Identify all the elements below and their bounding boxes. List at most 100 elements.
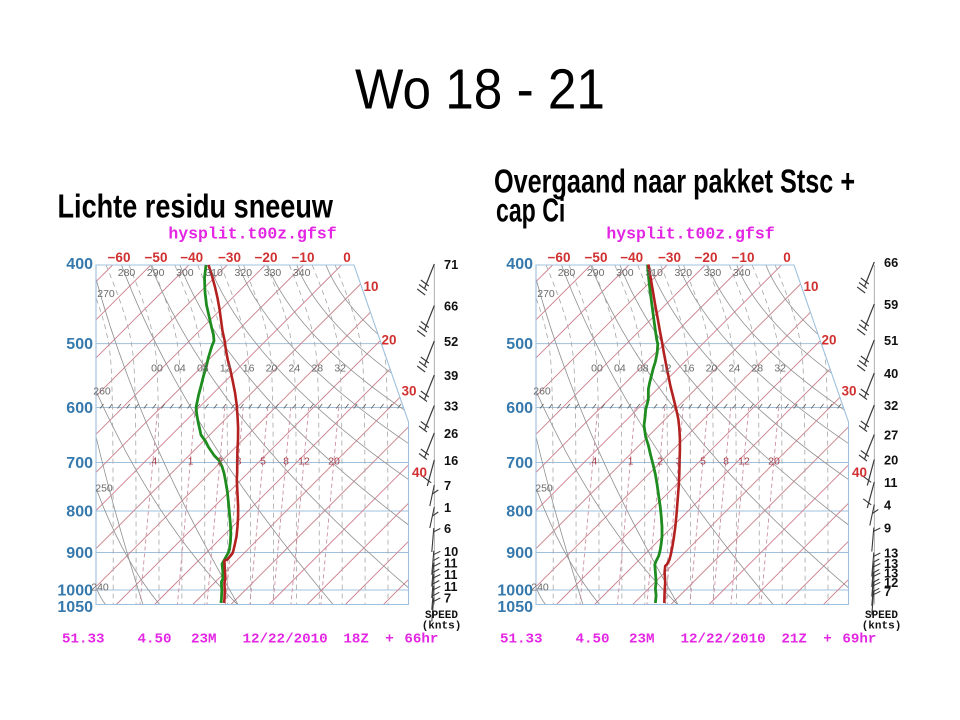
svg-text:16: 16	[243, 363, 255, 375]
svg-text:26: 26	[444, 426, 458, 441]
svg-text:250: 250	[535, 483, 553, 495]
svg-text:260: 260	[533, 386, 551, 398]
svg-text:66: 66	[444, 299, 458, 314]
svg-text:280: 280	[558, 267, 576, 279]
svg-text:1000: 1000	[497, 583, 533, 600]
svg-text:5: 5	[700, 456, 706, 468]
svg-text:20: 20	[884, 453, 898, 468]
svg-text:240: 240	[91, 582, 109, 594]
svg-text:28: 28	[311, 363, 323, 375]
svg-text:52: 52	[444, 334, 458, 349]
svg-text:20: 20	[821, 333, 836, 348]
svg-text:30: 30	[841, 384, 856, 399]
svg-text:hysplit.t00z.gfsf: hysplit.t00z.gfsf	[606, 225, 774, 244]
svg-text:.4: .4	[589, 456, 598, 468]
svg-text:260: 260	[93, 386, 111, 398]
svg-text:−30: −30	[218, 250, 241, 265]
svg-text:7: 7	[444, 478, 451, 493]
svg-text:04: 04	[174, 363, 186, 375]
svg-text:−60: −60	[108, 250, 131, 265]
svg-text:40: 40	[852, 465, 867, 480]
svg-text:59: 59	[884, 297, 898, 312]
svg-text:(knts): (knts)	[422, 621, 462, 633]
svg-text:300: 300	[616, 267, 634, 279]
svg-text:7: 7	[884, 584, 891, 599]
svg-text:400: 400	[506, 256, 533, 273]
svg-text:13: 13	[884, 556, 898, 571]
svg-text:08: 08	[637, 363, 649, 375]
svg-text:−20: −20	[695, 250, 718, 265]
svg-text:4: 4	[884, 498, 892, 513]
svg-text:51.33: 51.33	[500, 632, 543, 648]
svg-text:−50: −50	[145, 250, 168, 265]
svg-text:69hr: 69hr	[842, 632, 876, 648]
svg-text:40: 40	[884, 366, 898, 381]
svg-text:20: 20	[706, 363, 718, 375]
svg-text:0: 0	[343, 250, 351, 265]
svg-text:1050: 1050	[57, 599, 93, 616]
svg-text:13: 13	[884, 546, 898, 561]
svg-text:.4: .4	[149, 456, 158, 468]
svg-text:66: 66	[884, 255, 898, 270]
svg-text:1000: 1000	[57, 583, 93, 600]
svg-text:330: 330	[704, 267, 722, 279]
svg-text:800: 800	[66, 504, 93, 521]
svg-text:Lichte residu sneeuw: Lichte residu sneeuw	[58, 189, 334, 225]
svg-text:11: 11	[444, 579, 458, 594]
svg-text:28: 28	[751, 363, 763, 375]
svg-text:−60: −60	[548, 250, 571, 265]
svg-text:12: 12	[738, 456, 750, 468]
svg-text:−20: −20	[255, 250, 278, 265]
svg-text:600: 600	[506, 400, 533, 417]
svg-text:13: 13	[884, 566, 898, 581]
svg-text:240: 240	[531, 582, 549, 594]
svg-text:310: 310	[205, 267, 223, 279]
svg-text:71: 71	[444, 257, 458, 272]
svg-text:3: 3	[236, 456, 242, 468]
svg-text:250: 250	[95, 483, 113, 495]
svg-text:−10: −10	[292, 250, 315, 265]
svg-text:310: 310	[645, 267, 663, 279]
svg-text:340: 340	[293, 267, 311, 279]
svg-text:330: 330	[264, 267, 282, 279]
svg-text:4.50: 4.50	[138, 632, 172, 648]
svg-text:290: 290	[587, 267, 605, 279]
svg-text:1: 1	[444, 500, 451, 515]
svg-text:270: 270	[537, 288, 555, 300]
svg-text:21Z: 21Z	[781, 632, 807, 648]
svg-text:40: 40	[412, 465, 427, 480]
svg-text:20: 20	[381, 333, 396, 348]
svg-text:24: 24	[729, 363, 741, 375]
svg-text:12/22/2010: 12/22/2010	[681, 632, 766, 648]
svg-text:280: 280	[118, 267, 136, 279]
svg-text:33: 33	[444, 399, 458, 414]
svg-text:12: 12	[660, 363, 672, 375]
svg-text:00: 00	[591, 363, 603, 375]
svg-text:1: 1	[188, 456, 194, 468]
svg-text:11: 11	[444, 556, 458, 571]
svg-text:320: 320	[675, 267, 693, 279]
svg-text:340: 340	[733, 267, 751, 279]
svg-text:300: 300	[176, 267, 194, 279]
svg-text:600: 600	[66, 400, 93, 417]
svg-text:12: 12	[220, 363, 232, 375]
svg-text:16: 16	[683, 363, 695, 375]
svg-text:hysplit.t00z.gfsf: hysplit.t00z.gfsf	[168, 225, 336, 244]
svg-text:51: 51	[884, 333, 898, 348]
svg-text:270: 270	[97, 288, 115, 300]
svg-text:500: 500	[506, 336, 533, 353]
svg-text:+: +	[385, 632, 394, 648]
svg-text:3: 3	[676, 456, 682, 468]
svg-text:−30: −30	[658, 250, 681, 265]
svg-text:10: 10	[444, 544, 458, 559]
svg-text:11: 11	[444, 567, 458, 582]
svg-text:20: 20	[266, 363, 278, 375]
svg-text:2: 2	[217, 456, 223, 468]
svg-text:24: 24	[289, 363, 301, 375]
svg-text:−40: −40	[620, 250, 643, 265]
svg-text:1050: 1050	[497, 599, 533, 616]
svg-text:04: 04	[614, 363, 626, 375]
svg-text:400: 400	[66, 256, 93, 273]
svg-text:10: 10	[363, 279, 378, 294]
svg-text:700: 700	[506, 455, 533, 472]
